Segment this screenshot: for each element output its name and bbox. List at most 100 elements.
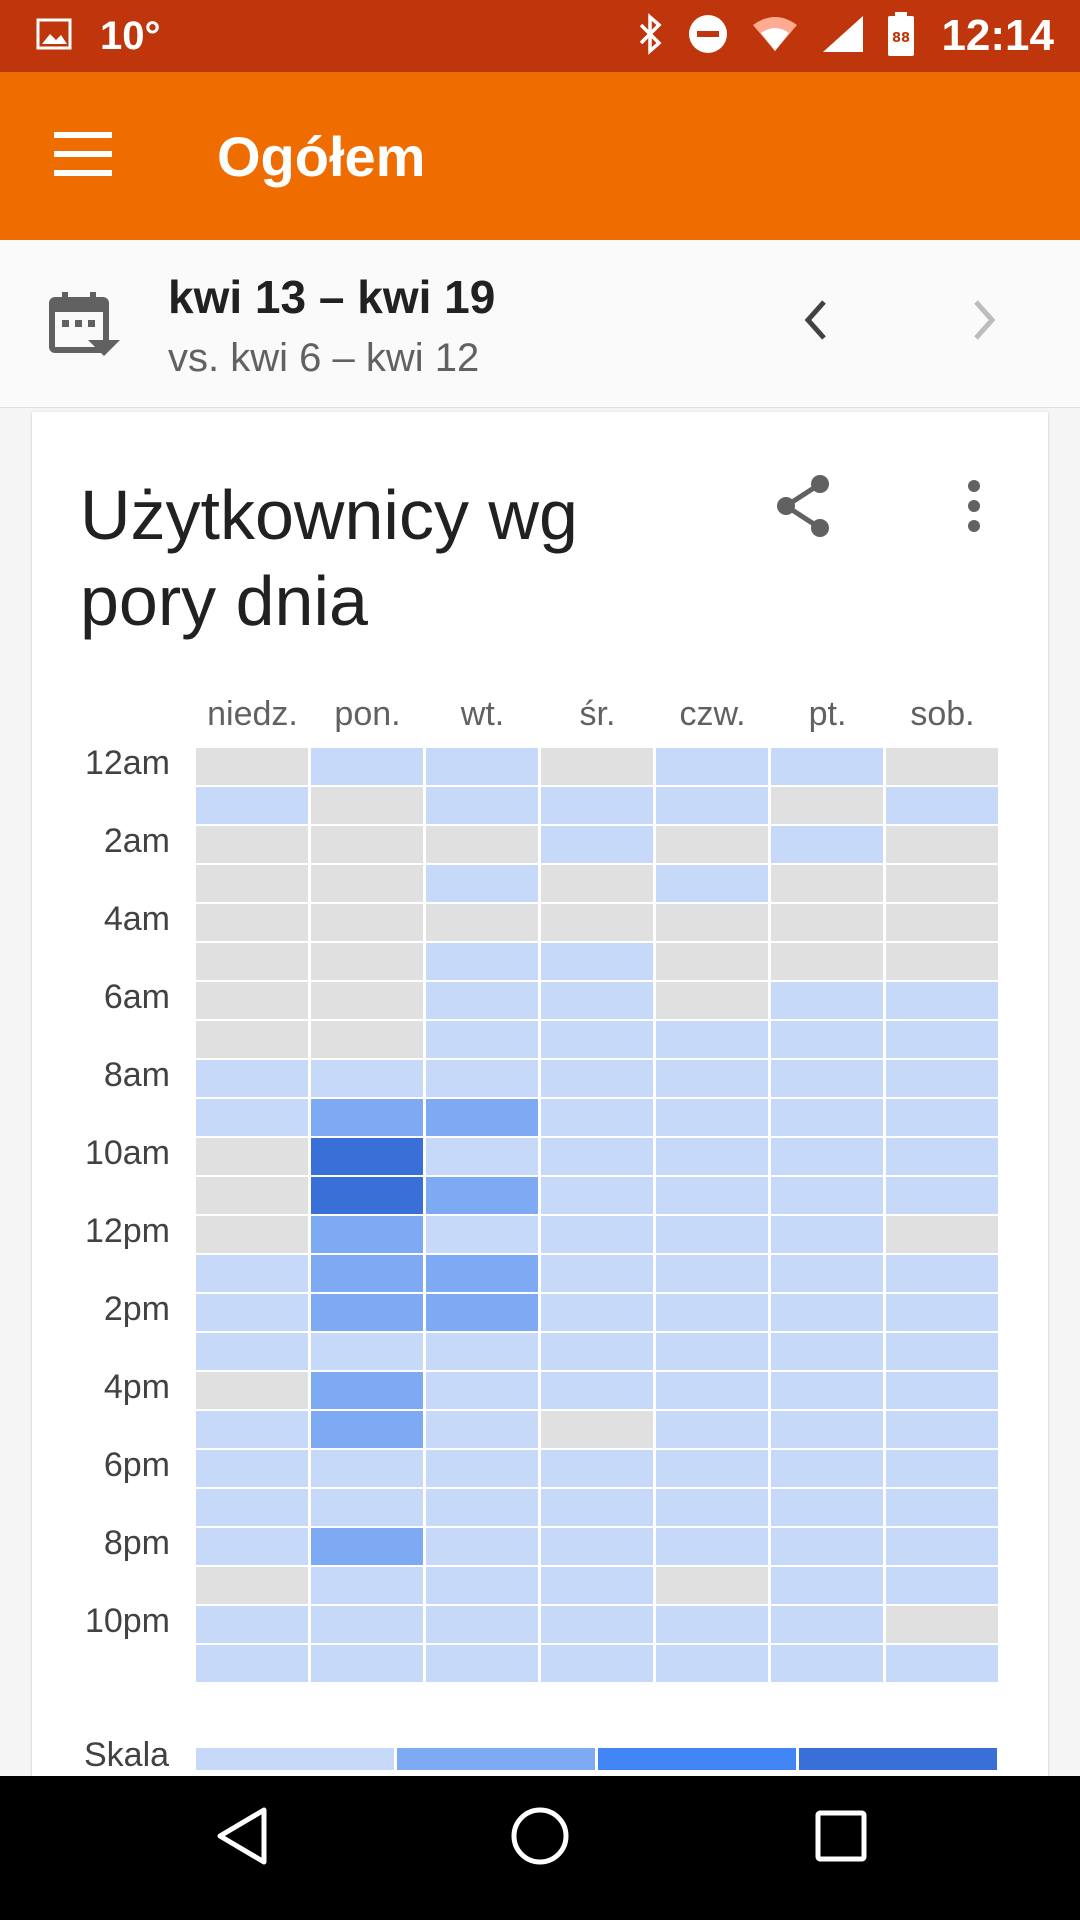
- heatmap-cell: [196, 1138, 308, 1175]
- heatmap-cell: [771, 1411, 883, 1448]
- day-label: śr.: [579, 695, 616, 733]
- heatmap-cell: [541, 787, 653, 824]
- heatmap-cell: [311, 1099, 423, 1136]
- calendar-icon[interactable]: [48, 290, 122, 365]
- heatmap-cell: [196, 1060, 308, 1097]
- day-label: pon.: [334, 695, 401, 733]
- recents-icon[interactable]: [815, 1806, 867, 1871]
- heatmap-cell: [311, 1294, 423, 1331]
- heatmap-cell: [886, 1294, 998, 1331]
- heatmap-cell: [311, 1138, 423, 1175]
- heatmap-cell: [656, 1216, 768, 1253]
- heatmap-cell: [426, 1645, 538, 1682]
- heatmap-cell: [311, 748, 423, 785]
- heatmap-cell: [541, 865, 653, 902]
- heatmap-cell: [771, 1450, 883, 1487]
- heatmap-cell: [656, 1489, 768, 1526]
- heatmap-cell: [426, 1411, 538, 1448]
- heatmap-cell: [886, 1099, 998, 1136]
- heatmap-cell: [426, 1294, 538, 1331]
- heatmap-cell: [426, 1255, 538, 1292]
- heatmap-cell: [196, 1177, 308, 1214]
- heatmap-cell: [886, 1489, 998, 1526]
- heatmap-cell: [656, 1138, 768, 1175]
- temperature: 10°: [100, 13, 161, 58]
- heatmap-cell: [541, 943, 653, 980]
- heatmap-cell: [426, 1099, 538, 1136]
- day-label: pt.: [808, 695, 847, 733]
- home-icon[interactable]: [510, 1806, 570, 1871]
- chevron-left-icon[interactable]: [796, 296, 836, 349]
- heatmap-cell: [771, 748, 883, 785]
- heatmap-cell: [311, 1021, 423, 1058]
- heatmap-cell: [771, 1528, 883, 1565]
- heatmap-cell: [311, 943, 423, 980]
- heatmap-cell: [771, 1294, 883, 1331]
- clock: 12:14: [941, 11, 1054, 60]
- heatmap-cell: [426, 1177, 538, 1214]
- heatmap-cell: [426, 787, 538, 824]
- heatmap-cell: [426, 748, 538, 785]
- heatmap-cell: [771, 1255, 883, 1292]
- more-vert-icon[interactable]: [966, 480, 982, 537]
- heatmap-cell: [771, 904, 883, 941]
- page-title: Ogółem: [217, 125, 426, 188]
- heatmap-cell: [886, 748, 998, 785]
- back-icon[interactable]: [214, 1806, 270, 1871]
- heatmap-cell: [656, 1606, 768, 1643]
- heatmap-cell: [196, 982, 308, 1019]
- heatmap-cell: [541, 1606, 653, 1643]
- heatmap-cell: [311, 1060, 423, 1097]
- hour-label: 6pm: [103, 1446, 170, 1484]
- hamburger-menu-icon[interactable]: [54, 132, 112, 176]
- heatmap-cell: [426, 1060, 538, 1097]
- heatmap-cell: [886, 1606, 998, 1643]
- heatmap-cell: [426, 1450, 538, 1487]
- scale-segment: [397, 1748, 595, 1770]
- heatmap-cell: [886, 1138, 998, 1175]
- heatmap-cell: [886, 1528, 998, 1565]
- heatmap-cell: [656, 1255, 768, 1292]
- heatmap-cell: [196, 1411, 308, 1448]
- battery-level: 88: [892, 31, 910, 46]
- day-label: czw.: [679, 695, 746, 733]
- heatmap-cell: [426, 1528, 538, 1565]
- hour-label: 2am: [103, 822, 170, 860]
- heatmap-cell: [541, 904, 653, 941]
- day-label: niedz.: [207, 695, 298, 733]
- heatmap-cell: [886, 943, 998, 980]
- heatmap-cell: [541, 1255, 653, 1292]
- heatmap-cell: [311, 1528, 423, 1565]
- heatmap-cell: [771, 865, 883, 902]
- heatmap-cell: [656, 1645, 768, 1682]
- heatmap-cell: [771, 1567, 883, 1604]
- heatmap-cell: [771, 787, 883, 824]
- heatmap-cell: [771, 826, 883, 863]
- heatmap-cell: [656, 865, 768, 902]
- heatmap-cell: [311, 1411, 423, 1448]
- heatmap-cell: [196, 1255, 308, 1292]
- heatmap-cell: [311, 1216, 423, 1253]
- heatmap-cell: [196, 1450, 308, 1487]
- chevron-right-icon[interactable]: [964, 296, 1004, 349]
- heatmap-cell: [196, 748, 308, 785]
- heatmap-cell: [426, 1021, 538, 1058]
- users-by-time-card: Użytkownicy wg pory dnia niedz. pon. wt. śr…: [32, 412, 1048, 1812]
- image-icon: [36, 18, 72, 55]
- heatmap-cell: [311, 1255, 423, 1292]
- date-range-bar[interactable]: kwi 13 – kwi 19 vs. kwi 6 – kwi 12: [0, 240, 1080, 408]
- heatmap-cell: [541, 1099, 653, 1136]
- heatmap-cell: [196, 1372, 308, 1409]
- heatmap-cell: [656, 1567, 768, 1604]
- heatmap-cell: [311, 1489, 423, 1526]
- share-icon[interactable]: [774, 474, 834, 543]
- heatmap-cell: [886, 826, 998, 863]
- heatmap-cell: [541, 748, 653, 785]
- heatmap-cell: [656, 1450, 768, 1487]
- heatmap-cell: [886, 1333, 998, 1370]
- heatmap-cell: [311, 1450, 423, 1487]
- hour-label: 6am: [103, 978, 170, 1016]
- heatmap-grid: [196, 748, 1001, 1683]
- heatmap-cell: [196, 1489, 308, 1526]
- heatmap-cell: [196, 904, 308, 941]
